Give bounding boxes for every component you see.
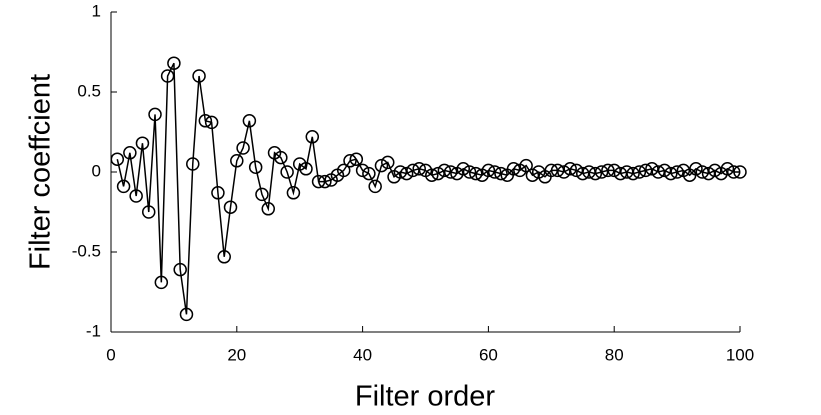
marker xyxy=(519,158,533,173)
marker xyxy=(569,163,584,178)
marker xyxy=(299,162,313,176)
marker xyxy=(487,165,502,179)
marker xyxy=(588,166,603,181)
marker xyxy=(651,165,665,179)
x-tick-label: 60 xyxy=(479,345,498,364)
marker xyxy=(437,163,452,178)
marker xyxy=(563,162,577,176)
y-axis-label: Filter coeffcient xyxy=(25,74,57,270)
x-tick-label: 40 xyxy=(353,345,372,364)
x-tick-label: 20 xyxy=(227,345,246,364)
marker xyxy=(726,165,741,179)
marker xyxy=(601,163,615,178)
marker xyxy=(506,162,521,176)
marker xyxy=(280,165,294,179)
marker xyxy=(261,202,275,216)
marker xyxy=(311,174,326,189)
marker xyxy=(305,130,320,144)
marker xyxy=(374,158,389,173)
marker xyxy=(443,165,458,179)
marker xyxy=(167,56,181,70)
marker xyxy=(720,162,735,176)
marker xyxy=(179,307,194,322)
marker xyxy=(192,69,206,83)
marker xyxy=(362,166,376,181)
marker xyxy=(349,152,364,166)
marker xyxy=(664,166,678,181)
marker xyxy=(645,162,659,176)
marker xyxy=(123,146,137,160)
marker xyxy=(607,163,621,178)
marker xyxy=(110,152,125,166)
marker xyxy=(544,163,559,178)
marker xyxy=(336,163,351,178)
marker xyxy=(594,165,609,179)
marker xyxy=(148,107,162,122)
marker xyxy=(223,200,238,214)
y-tick-label: 0 xyxy=(92,161,101,180)
marker xyxy=(638,163,653,178)
marker xyxy=(670,165,684,179)
marker xyxy=(173,262,187,277)
marker xyxy=(368,179,382,194)
marker xyxy=(708,163,722,178)
marker xyxy=(425,168,439,182)
marker xyxy=(135,136,150,150)
series-line xyxy=(116,62,740,315)
marker xyxy=(557,165,571,179)
y-tick-label: 1 xyxy=(92,1,101,20)
x-tick-label: 0 xyxy=(106,345,115,364)
marker xyxy=(733,165,747,179)
marker xyxy=(695,165,710,179)
marker xyxy=(255,187,269,202)
x-tick-label: 80 xyxy=(605,345,624,364)
marker xyxy=(657,163,672,178)
x-axis-label: Filter order xyxy=(355,381,496,410)
marker xyxy=(198,114,213,128)
marker xyxy=(689,162,703,176)
marker xyxy=(141,205,156,219)
marker xyxy=(248,160,263,174)
marker xyxy=(204,115,219,130)
marker xyxy=(393,165,408,179)
x-tick-label: 100 xyxy=(726,345,754,364)
marker xyxy=(525,168,540,182)
marker xyxy=(186,157,200,171)
marker xyxy=(456,162,470,176)
marker xyxy=(154,275,169,290)
marker xyxy=(343,154,357,168)
marker xyxy=(469,166,483,181)
marker xyxy=(550,163,565,178)
marker xyxy=(274,150,288,165)
marker xyxy=(399,166,414,181)
marker xyxy=(242,114,257,128)
marker xyxy=(632,165,647,179)
marker xyxy=(230,154,244,168)
marker xyxy=(431,166,445,181)
marker xyxy=(217,250,231,264)
marker xyxy=(286,186,301,200)
marker xyxy=(481,163,496,178)
marker xyxy=(116,179,131,194)
marker xyxy=(412,162,426,176)
y-tick-label: -0.5 xyxy=(72,241,101,260)
y-tick-label: 0.5 xyxy=(77,81,101,100)
marker xyxy=(129,189,143,203)
marker xyxy=(355,163,370,178)
marker xyxy=(160,69,175,83)
y-tick-label: -1 xyxy=(86,321,101,340)
marker xyxy=(626,166,640,181)
marker xyxy=(462,165,477,179)
marker xyxy=(494,166,508,181)
marker xyxy=(236,141,250,155)
marker xyxy=(318,174,332,189)
marker xyxy=(211,186,225,200)
marker xyxy=(381,155,395,170)
